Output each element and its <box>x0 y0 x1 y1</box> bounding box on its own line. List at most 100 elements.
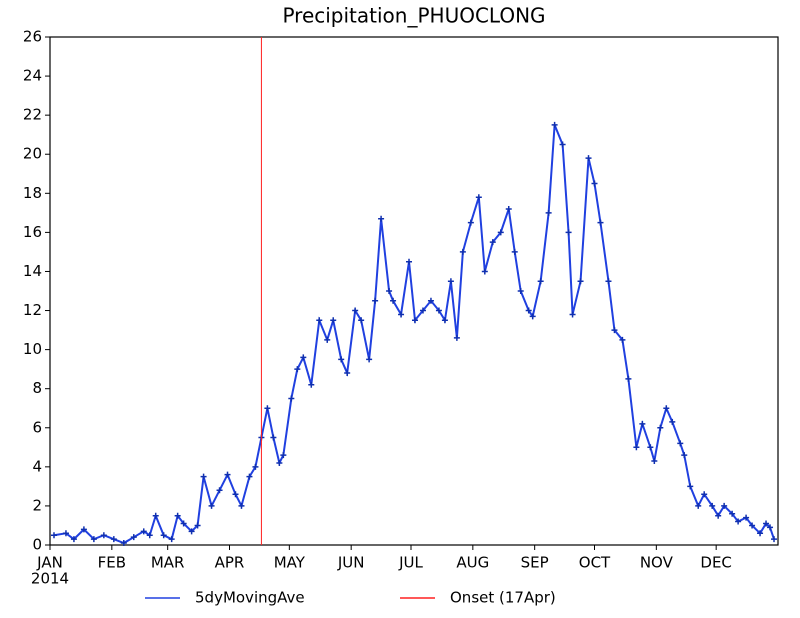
data-point <box>352 307 359 314</box>
data-point <box>743 514 750 521</box>
y-tick-label: 26 <box>23 28 42 46</box>
data-point <box>406 258 413 265</box>
data-point <box>677 440 684 447</box>
data-point <box>411 317 418 324</box>
data-point <box>441 317 448 324</box>
data-point <box>224 471 231 478</box>
data-point <box>639 420 646 427</box>
x-tick-label: MAR <box>151 554 185 572</box>
data-point <box>517 288 524 294</box>
y-tick-label: 0 <box>32 536 42 554</box>
data-point <box>300 354 307 361</box>
data-point <box>180 520 187 527</box>
data-point <box>419 307 426 314</box>
data-point <box>390 297 397 304</box>
data-point <box>489 239 496 246</box>
data-point <box>194 522 201 529</box>
y-tick-label: 10 <box>23 340 42 358</box>
data-point <box>146 532 153 539</box>
data-point <box>591 180 598 187</box>
x-tick-label: OCT <box>579 554 611 572</box>
data-point <box>62 530 69 537</box>
data-point <box>657 424 664 431</box>
data-point <box>140 528 147 535</box>
data-point <box>358 317 365 324</box>
y-tick-label: 2 <box>32 496 42 514</box>
x-tick-label: AUG <box>456 554 489 572</box>
data-line <box>53 124 775 545</box>
x-tick-label: DEC <box>700 554 732 572</box>
data-point <box>216 487 223 494</box>
data-point <box>749 522 756 529</box>
data-point <box>386 288 393 294</box>
data-point <box>767 524 774 531</box>
data-point <box>687 483 694 490</box>
data-point <box>208 502 215 509</box>
data-point <box>453 334 460 341</box>
data-point <box>308 381 315 388</box>
data-point <box>757 530 764 537</box>
data-point <box>701 491 708 498</box>
data-point <box>735 518 742 525</box>
data-point <box>398 311 405 318</box>
data-point <box>168 536 175 543</box>
data-point <box>771 536 778 543</box>
data-point <box>669 418 676 425</box>
data-point <box>330 317 337 324</box>
data-point <box>611 327 618 334</box>
data-point <box>545 209 552 216</box>
y-tick-label: 18 <box>23 184 42 202</box>
data-point <box>294 366 301 373</box>
data-point <box>80 526 87 533</box>
data-point <box>481 268 488 275</box>
data-point <box>372 297 379 304</box>
data-point <box>378 215 385 222</box>
data-point <box>763 520 770 527</box>
x-tick-label: JUL <box>398 554 423 572</box>
data-point <box>70 536 77 543</box>
data-point <box>577 278 584 285</box>
x-sublabel: 2014 <box>31 570 69 588</box>
legend-label: 5dyMovingAve <box>195 589 305 607</box>
data-point <box>152 512 159 519</box>
data-point <box>551 121 558 128</box>
data-point <box>232 491 239 498</box>
y-tick-label: 20 <box>23 145 42 163</box>
data-point <box>280 452 287 459</box>
data-point <box>252 463 259 470</box>
data-point <box>585 155 592 162</box>
data-point <box>511 248 518 255</box>
data-point <box>110 536 117 543</box>
y-tick-label: 24 <box>23 67 42 85</box>
data-point <box>715 512 722 519</box>
y-tick-label: 14 <box>23 262 42 280</box>
data-point <box>709 502 716 509</box>
data-point <box>619 336 626 343</box>
data-point <box>427 297 434 304</box>
data-point <box>597 219 604 226</box>
data-point <box>238 502 245 509</box>
data-point <box>569 311 576 318</box>
x-tick-label: MAY <box>274 554 306 572</box>
data-point <box>174 512 181 519</box>
data-point <box>497 229 504 236</box>
data-point <box>264 405 271 412</box>
y-tick-label: 8 <box>32 379 42 397</box>
data-point <box>188 528 195 535</box>
data-point <box>721 502 728 509</box>
y-tick-label: 6 <box>32 418 42 436</box>
data-point <box>605 278 612 285</box>
data-point <box>647 444 654 451</box>
data-point <box>200 473 207 480</box>
data-point <box>160 532 167 539</box>
data-point <box>651 457 658 464</box>
y-tick-label: 16 <box>23 223 42 241</box>
data-point <box>316 317 323 324</box>
data-point <box>50 532 57 539</box>
data-point <box>695 502 702 509</box>
data-point <box>366 356 373 363</box>
data-point <box>276 459 283 466</box>
x-tick-label: FEB <box>98 554 126 572</box>
x-tick-label: SEP <box>521 554 549 572</box>
